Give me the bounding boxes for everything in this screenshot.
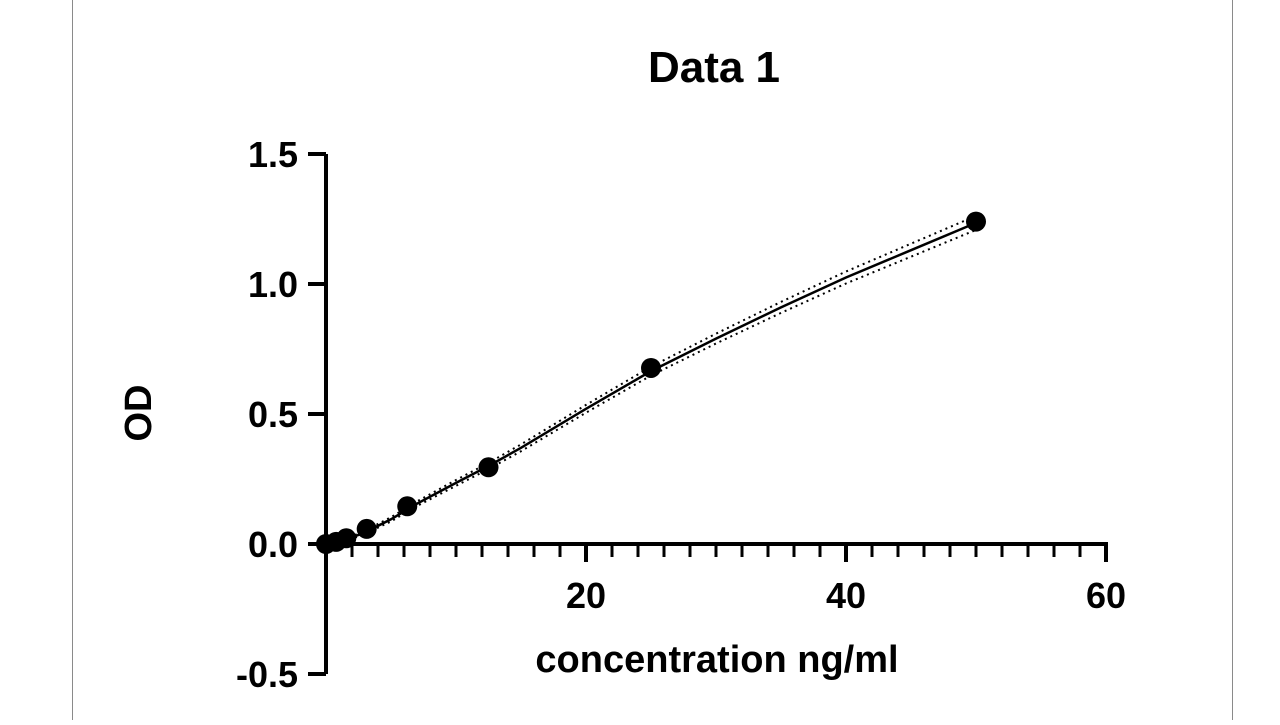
y-tick-label: 0.5	[248, 394, 298, 435]
right-frame-line	[1232, 0, 1233, 720]
y-tick-label: -0.5	[236, 654, 298, 695]
fit-curve-line	[325, 221, 977, 546]
x-tick-label: 60	[1086, 575, 1126, 616]
chart-title: Data 1	[648, 43, 780, 92]
data-point	[336, 528, 357, 549]
left-frame-line	[72, 0, 73, 720]
y-tick-label: 0.0	[248, 524, 298, 565]
y-tick-label: 1.5	[248, 134, 298, 175]
data-point	[641, 357, 661, 378]
y-tick-label: 1.0	[248, 264, 298, 305]
data-point	[397, 496, 418, 517]
confidence-band	[325, 214, 977, 546]
confidence-band-lower	[325, 228, 977, 546]
x-axis-label: concentration ng/ml	[535, 639, 898, 681]
x-tick-label: 40	[826, 575, 866, 616]
data-points	[316, 211, 986, 554]
x-tick-label: 20	[566, 575, 606, 616]
data-point	[356, 518, 377, 539]
data-point	[966, 211, 986, 232]
axes: 1.5 1.0 0.5 0.0 -0.5 20 40 60	[236, 134, 1126, 695]
y-axis-label: OD	[118, 385, 160, 442]
data-point	[478, 457, 499, 478]
fit-curve	[325, 221, 977, 546]
